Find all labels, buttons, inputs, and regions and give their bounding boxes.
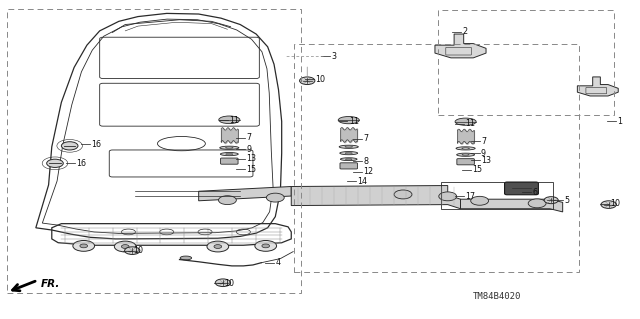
Text: 11: 11 <box>229 116 239 125</box>
Text: 10: 10 <box>224 279 234 288</box>
Polygon shape <box>461 199 563 212</box>
Circle shape <box>214 245 221 249</box>
Polygon shape <box>198 187 291 201</box>
Text: 1: 1 <box>617 117 622 126</box>
Ellipse shape <box>455 118 476 125</box>
Circle shape <box>215 279 230 286</box>
Ellipse shape <box>340 152 358 155</box>
Ellipse shape <box>462 154 469 155</box>
Text: 10: 10 <box>611 199 621 208</box>
Text: 15: 15 <box>472 166 482 174</box>
Text: 11: 11 <box>466 119 476 129</box>
Text: 10: 10 <box>134 246 143 255</box>
Bar <box>7 9 301 293</box>
Text: 15: 15 <box>246 165 257 174</box>
Circle shape <box>394 190 412 199</box>
Circle shape <box>47 159 63 167</box>
FancyBboxPatch shape <box>457 159 474 165</box>
Circle shape <box>125 247 140 255</box>
Text: 10: 10 <box>315 75 325 84</box>
Polygon shape <box>291 186 461 209</box>
Circle shape <box>528 199 546 208</box>
Text: 13: 13 <box>481 156 491 165</box>
Circle shape <box>80 244 88 248</box>
Circle shape <box>115 241 136 252</box>
Text: 7: 7 <box>364 134 369 143</box>
Text: TM84B4020: TM84B4020 <box>473 292 522 301</box>
Text: 7: 7 <box>246 133 252 142</box>
Circle shape <box>300 77 315 85</box>
Circle shape <box>601 201 616 208</box>
Circle shape <box>61 142 78 150</box>
Circle shape <box>218 196 236 204</box>
Text: 6: 6 <box>532 188 538 197</box>
Text: 9: 9 <box>481 149 486 158</box>
Ellipse shape <box>225 147 233 148</box>
Circle shape <box>122 245 129 249</box>
FancyBboxPatch shape <box>221 158 238 164</box>
Text: 16: 16 <box>92 140 101 149</box>
Polygon shape <box>435 34 486 58</box>
Circle shape <box>439 192 457 201</box>
Ellipse shape <box>345 152 352 154</box>
Text: 7: 7 <box>481 137 486 145</box>
Text: 13: 13 <box>246 154 257 163</box>
Circle shape <box>207 241 228 252</box>
Text: 12: 12 <box>364 167 374 176</box>
Text: 11: 11 <box>349 117 359 126</box>
Ellipse shape <box>220 152 238 156</box>
Ellipse shape <box>457 153 474 156</box>
Ellipse shape <box>456 147 475 150</box>
Ellipse shape <box>180 256 191 260</box>
Ellipse shape <box>220 146 239 149</box>
Ellipse shape <box>345 146 353 147</box>
Ellipse shape <box>340 158 357 160</box>
Text: 16: 16 <box>76 159 86 168</box>
Ellipse shape <box>462 148 469 149</box>
Circle shape <box>262 244 269 248</box>
Ellipse shape <box>338 116 359 124</box>
Circle shape <box>255 241 276 251</box>
Ellipse shape <box>226 153 233 155</box>
Circle shape <box>266 193 284 202</box>
Text: 8: 8 <box>364 157 369 166</box>
Text: 9: 9 <box>246 145 252 154</box>
Ellipse shape <box>219 116 240 123</box>
FancyBboxPatch shape <box>340 163 358 169</box>
Bar <box>294 44 579 272</box>
Text: 14: 14 <box>357 177 367 186</box>
Ellipse shape <box>346 159 352 160</box>
Text: 4: 4 <box>275 258 280 267</box>
Text: 2: 2 <box>463 27 468 36</box>
Text: FR.: FR. <box>41 279 60 289</box>
Circle shape <box>544 197 558 204</box>
Bar <box>438 10 614 115</box>
Ellipse shape <box>339 145 358 148</box>
Polygon shape <box>577 77 618 96</box>
Text: 5: 5 <box>564 196 569 205</box>
Circle shape <box>73 241 95 251</box>
Bar <box>442 182 553 209</box>
Text: 17: 17 <box>466 191 476 201</box>
FancyBboxPatch shape <box>504 182 538 195</box>
Text: 3: 3 <box>332 52 337 61</box>
Circle shape <box>470 196 488 205</box>
